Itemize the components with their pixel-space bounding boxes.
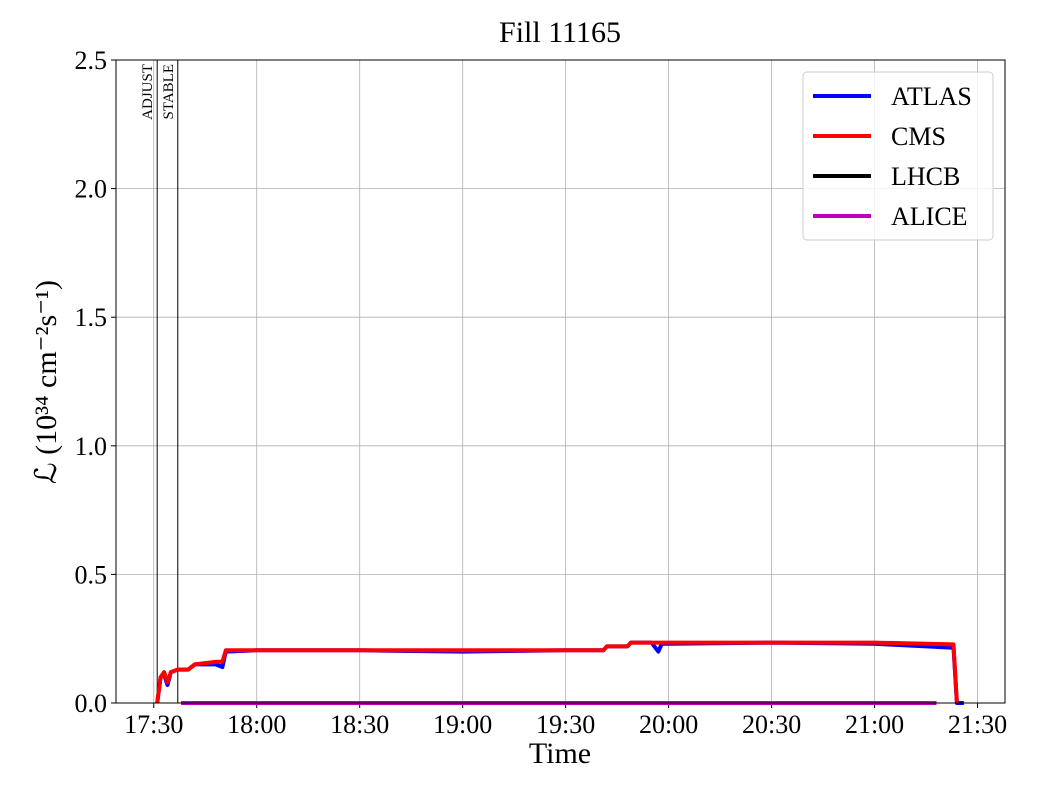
x-tick-label: 19:00 [433,710,492,739]
legend-label: ALICE [891,202,968,231]
legend-label: LHCB [891,162,960,191]
y-tick-label: 0.0 [75,689,108,718]
y-tick-label: 2.0 [75,175,108,204]
x-axis-label: Time [529,737,591,770]
x-tick-label: 17:30 [124,710,183,739]
series-line [155,640,959,704]
x-tick-label: 21:30 [948,710,1007,739]
y-axis-label: ℒ (10³⁴ cm⁻²s⁻¹) [30,280,63,484]
chart-title: Fill 11165 [499,16,621,49]
x-tick-label: 20:00 [639,710,698,739]
x-tick-label: 18:00 [227,710,286,739]
annotation-label: ADJUST [140,64,156,120]
y-tick-label: 0.5 [75,560,108,589]
legend-box [802,71,994,241]
y-tick-label: 1.5 [75,303,108,332]
y-tick-label: 2.5 [75,46,108,75]
plot-frame [115,59,1006,704]
x-tick-label: 20:30 [742,710,801,739]
legend-label: CMS [891,122,946,151]
x-tick-label: 18:30 [330,710,389,739]
y-tick-label: 1.0 [75,432,108,461]
legend-label: ATLAS [891,82,972,111]
x-tick-label: 19:30 [536,710,595,739]
annotation-label: STABLE [161,64,177,119]
x-tick-label: 21:00 [845,710,904,739]
